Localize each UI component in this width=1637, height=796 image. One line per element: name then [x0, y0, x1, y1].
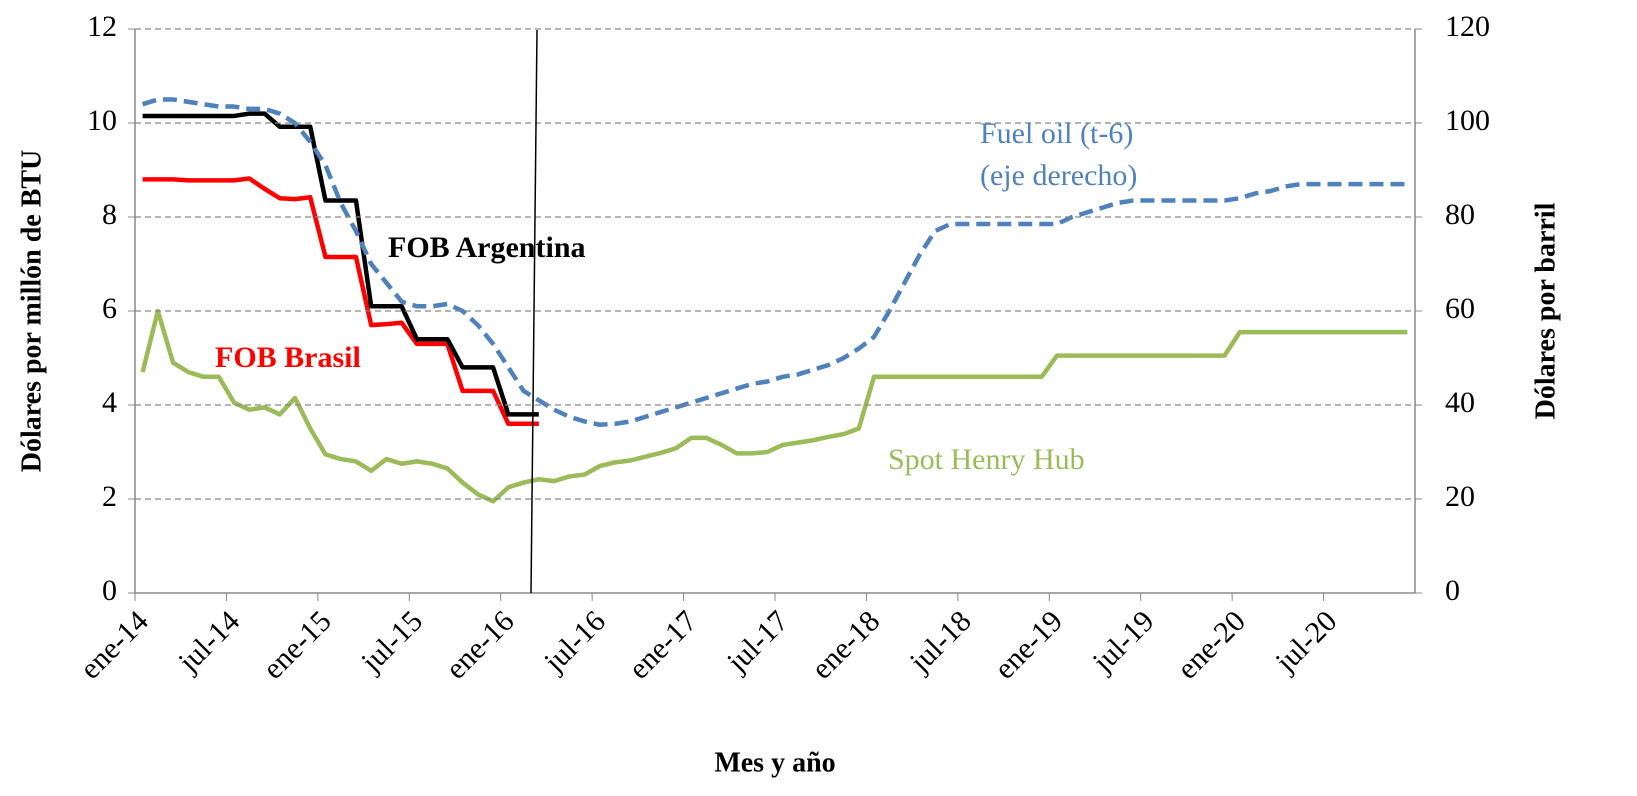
y-tick-label: 4	[102, 386, 117, 419]
x-tick-label: jul-20	[1269, 604, 1344, 679]
y-tick-label: 8	[102, 198, 117, 231]
series-line	[142, 176, 539, 427]
y2-tick-label: 20	[1445, 480, 1475, 513]
x-tick-label: jul-16	[537, 604, 612, 679]
series-label: Spot Henry Hub	[888, 443, 1085, 476]
marker-line	[530, 29, 538, 594]
x-tick-label: ene-19	[988, 604, 1069, 685]
series-label: FOB Brasil	[215, 341, 361, 374]
y2-tick-label: 120	[1445, 10, 1490, 43]
x-tick-label: ene-14	[74, 604, 155, 685]
annotation: (eje derecho)	[980, 159, 1137, 192]
y-tick-label: 2	[102, 480, 117, 513]
y-tick-label: 12	[87, 10, 117, 43]
x-tick-label: jul-14	[172, 604, 247, 679]
series-line	[142, 111, 539, 417]
x-tick-label: jul-15	[354, 604, 429, 679]
series-label: Fuel oil (t-6)	[980, 117, 1133, 150]
x-axis-title: Mes y año	[714, 747, 835, 778]
y-tick-label: 0	[102, 574, 117, 607]
y-tick-label: 10	[87, 104, 117, 137]
series-line	[140, 308, 1408, 504]
y2-tick-label: 100	[1445, 104, 1490, 137]
y2-tick-label: 60	[1445, 292, 1475, 325]
y2-tick-label: 0	[1445, 574, 1460, 607]
x-tick-label: ene-18	[805, 604, 886, 685]
x-tick-label: ene-16	[439, 604, 520, 685]
x-tick-label: ene-15	[257, 604, 338, 685]
x-tick-label: jul-18	[903, 604, 978, 679]
y-axis-title: Dólares por millón de BTU	[16, 150, 47, 473]
y2-axis-title: Dólares por barril	[1530, 202, 1561, 419]
y-tick-label: 6	[102, 292, 117, 325]
x-tick-label: jul-17	[720, 604, 795, 679]
x-tick-label: jul-19	[1086, 604, 1161, 679]
series-line	[141, 97, 1408, 427]
x-tick-label: ene-20	[1171, 604, 1252, 685]
x-tick-label: ene-17	[622, 604, 703, 685]
series-label: FOB Argentina	[388, 231, 586, 264]
y2-tick-label: 80	[1445, 198, 1475, 231]
y2-tick-label: 40	[1445, 386, 1475, 419]
